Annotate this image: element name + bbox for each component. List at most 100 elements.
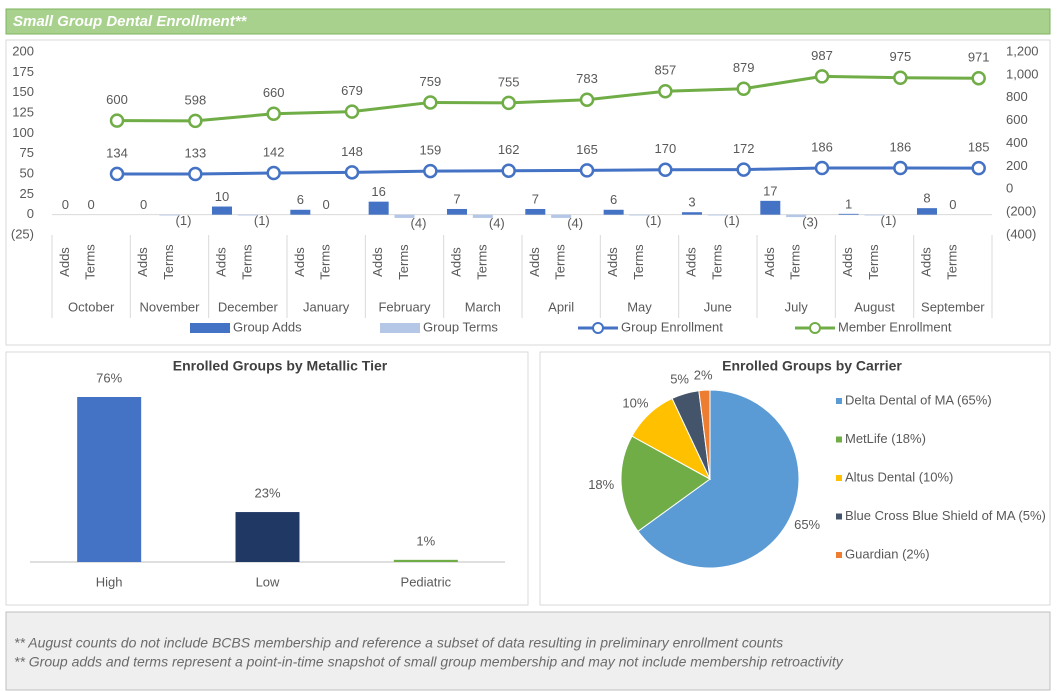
point xyxy=(266,106,281,122)
y2-tick-label: 800 xyxy=(1006,89,1028,104)
x-subtick-label: Adds xyxy=(840,247,855,277)
bar xyxy=(394,214,415,218)
bar xyxy=(211,206,232,215)
data-label: 755 xyxy=(498,74,520,89)
data-label: (3) xyxy=(802,215,818,230)
x-tick-label: Low xyxy=(256,574,280,589)
data-label: 186 xyxy=(889,139,911,154)
pie-slice xyxy=(698,389,711,480)
data-label: 2% xyxy=(694,368,713,383)
data-label: 7 xyxy=(532,191,539,206)
y2-tick-label: (400) xyxy=(1006,226,1036,241)
x-subtick-label: Terms xyxy=(239,244,254,280)
bar xyxy=(838,213,859,215)
line xyxy=(117,74,979,123)
data-label: 17 xyxy=(763,183,777,198)
point xyxy=(658,162,673,178)
data-label: (1) xyxy=(881,213,897,228)
pie-slice xyxy=(637,389,800,569)
chart-title: Enrolled Groups by Carrier xyxy=(722,358,902,374)
bar xyxy=(472,214,493,218)
x-tick-label: June xyxy=(704,299,732,314)
bar xyxy=(368,201,389,215)
bar xyxy=(603,209,624,215)
legend-label: Member Enrollment xyxy=(838,319,952,334)
data-label: 5% xyxy=(670,372,689,387)
point xyxy=(893,70,908,85)
x-subtick-label: Terms xyxy=(474,244,489,280)
bar xyxy=(786,214,807,218)
point xyxy=(736,81,751,96)
bar xyxy=(77,397,142,562)
data-label: 6 xyxy=(297,192,304,207)
panel xyxy=(5,39,1051,346)
legend-label: Group Adds xyxy=(233,319,302,334)
data-label: (1) xyxy=(724,213,740,228)
point xyxy=(109,166,125,182)
point xyxy=(188,166,203,182)
point xyxy=(971,70,986,86)
x-subtick-label: Terms xyxy=(944,244,959,280)
point xyxy=(658,83,673,99)
bar xyxy=(290,209,311,215)
x-subtick-label: Adds xyxy=(527,247,542,277)
data-label: 162 xyxy=(498,142,520,157)
x-subtick-label: Terms xyxy=(866,244,881,280)
bar xyxy=(629,214,650,216)
data-label: 0 xyxy=(140,197,147,212)
data-label: (4) xyxy=(489,215,505,230)
x-subtick-label: Adds xyxy=(918,247,933,277)
legend-swatch xyxy=(190,323,230,333)
data-label: 0 xyxy=(62,197,69,212)
data-label: 10 xyxy=(215,189,229,204)
y-tick-label: 50 xyxy=(20,165,34,180)
data-label: 148 xyxy=(341,144,363,159)
point xyxy=(736,162,751,177)
legend-swatch xyxy=(592,322,604,334)
data-label: 133 xyxy=(184,145,206,160)
point xyxy=(344,104,360,119)
legend-label: Delta Dental of MA (65%) xyxy=(845,392,992,407)
pie-slice xyxy=(620,435,711,533)
data-label: (4) xyxy=(411,215,427,230)
data-label: 600 xyxy=(106,92,128,107)
bar xyxy=(760,200,781,215)
data-label: 857 xyxy=(654,63,676,78)
data-label: 8 xyxy=(923,191,930,206)
x-subtick-label: Terms xyxy=(631,244,646,280)
x-subtick-label: Adds xyxy=(57,247,72,277)
y-tick-label: 200 xyxy=(12,43,34,58)
note: ** Group adds and terms represent a poin… xyxy=(14,654,844,670)
legend-label: Group Terms xyxy=(423,319,498,334)
data-label: 660 xyxy=(263,85,285,100)
bar xyxy=(393,559,458,562)
point xyxy=(579,92,595,107)
point xyxy=(266,165,281,181)
y2-tick-label: 1,000 xyxy=(1006,66,1039,81)
y-tick-label: 0 xyxy=(27,206,34,221)
data-label: 10% xyxy=(622,395,648,410)
data-label: 987 xyxy=(811,48,833,63)
x-tick-label: High xyxy=(96,574,123,589)
y-tick-label: 100 xyxy=(12,125,34,140)
x-subtick-label: Adds xyxy=(370,247,385,277)
bar xyxy=(159,214,180,216)
notes-panel xyxy=(5,611,1051,691)
legend-swatch xyxy=(836,398,842,404)
data-label: 0 xyxy=(949,197,956,212)
x-tick-label: January xyxy=(303,299,350,314)
point xyxy=(814,69,830,84)
y2-tick-label: 600 xyxy=(1006,112,1028,127)
data-label: (1) xyxy=(254,213,270,228)
header-bar xyxy=(5,8,1051,35)
x-subtick-label: Adds xyxy=(605,247,620,277)
legend-label: Group Enrollment xyxy=(621,319,723,334)
data-label: 165 xyxy=(576,142,598,157)
data-label: 186 xyxy=(811,139,833,154)
point xyxy=(579,163,595,178)
x-subtick-label: Terms xyxy=(396,244,411,280)
y2-tick-label: (200) xyxy=(1006,204,1036,219)
y-tick-label: 25 xyxy=(20,186,34,201)
data-label: (1) xyxy=(176,213,192,228)
